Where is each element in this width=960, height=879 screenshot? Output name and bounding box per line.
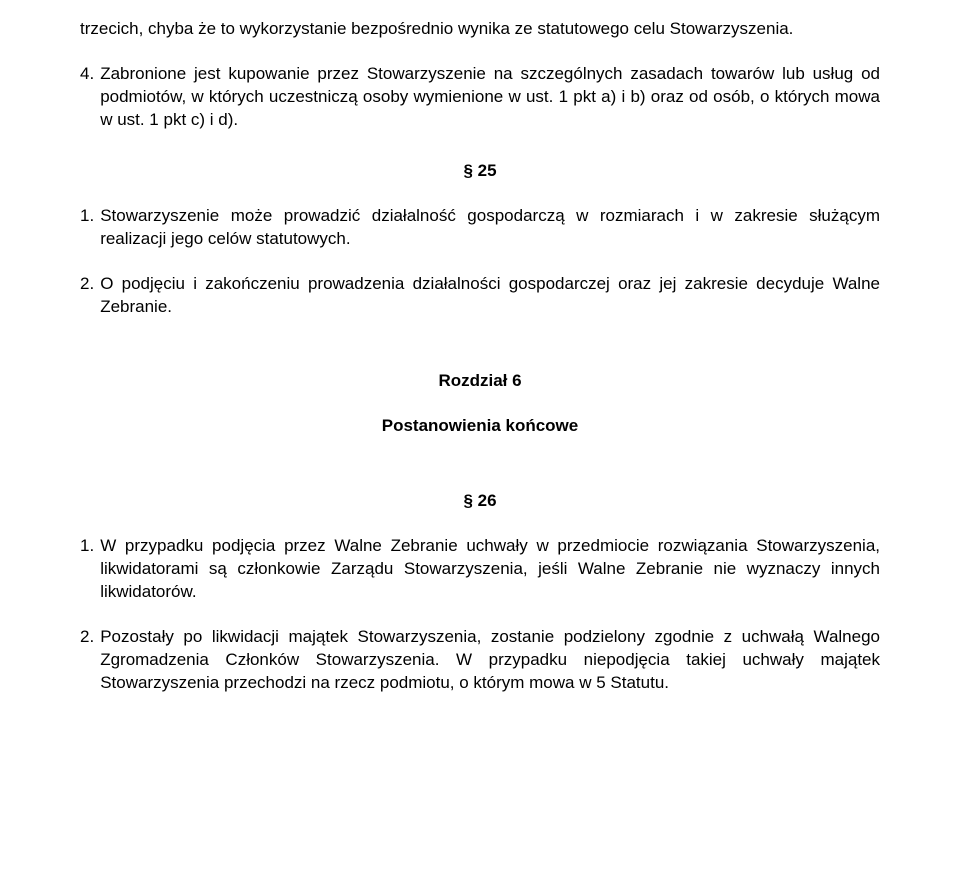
- item-text: W przypadku podjęcia przez Walne Zebrani…: [100, 535, 880, 604]
- item-number: 1.: [80, 535, 100, 604]
- section-25-item-1: 1. Stowarzyszenie może prowadzić działal…: [80, 205, 880, 251]
- chapter-heading: Rozdział 6: [80, 370, 880, 393]
- item-number: 1.: [80, 205, 100, 251]
- paragraph-continuation: trzecich, chyba że to wykorzystanie bezp…: [80, 18, 880, 41]
- section-26-item-1: 1. W przypadku podjęcia przez Walne Zebr…: [80, 535, 880, 604]
- item-text: Zabronione jest kupowanie przez Stowarzy…: [100, 63, 880, 132]
- document-page: trzecich, chyba że to wykorzystanie bezp…: [0, 0, 960, 757]
- section-26-heading: § 26: [80, 490, 880, 513]
- item-text: O podjęciu i zakończeniu prowadzenia dzi…: [100, 273, 880, 319]
- chapter-subheading: Postanowienia końcowe: [80, 415, 880, 438]
- section-25-item-2: 2. O podjęciu i zakończeniu prowadzenia …: [80, 273, 880, 319]
- item-number: 2.: [80, 273, 100, 319]
- item-number: 4.: [80, 63, 100, 132]
- paragraph-4: 4. Zabronione jest kupowanie przez Stowa…: [80, 63, 880, 132]
- section-25-heading: § 25: [80, 160, 880, 183]
- section-26-item-2: 2. Pozostały po likwidacji majątek Stowa…: [80, 626, 880, 695]
- item-text: Stowarzyszenie może prowadzić działalnoś…: [100, 205, 880, 251]
- item-number: 2.: [80, 626, 100, 695]
- item-text: Pozostały po likwidacji majątek Stowarzy…: [100, 626, 880, 695]
